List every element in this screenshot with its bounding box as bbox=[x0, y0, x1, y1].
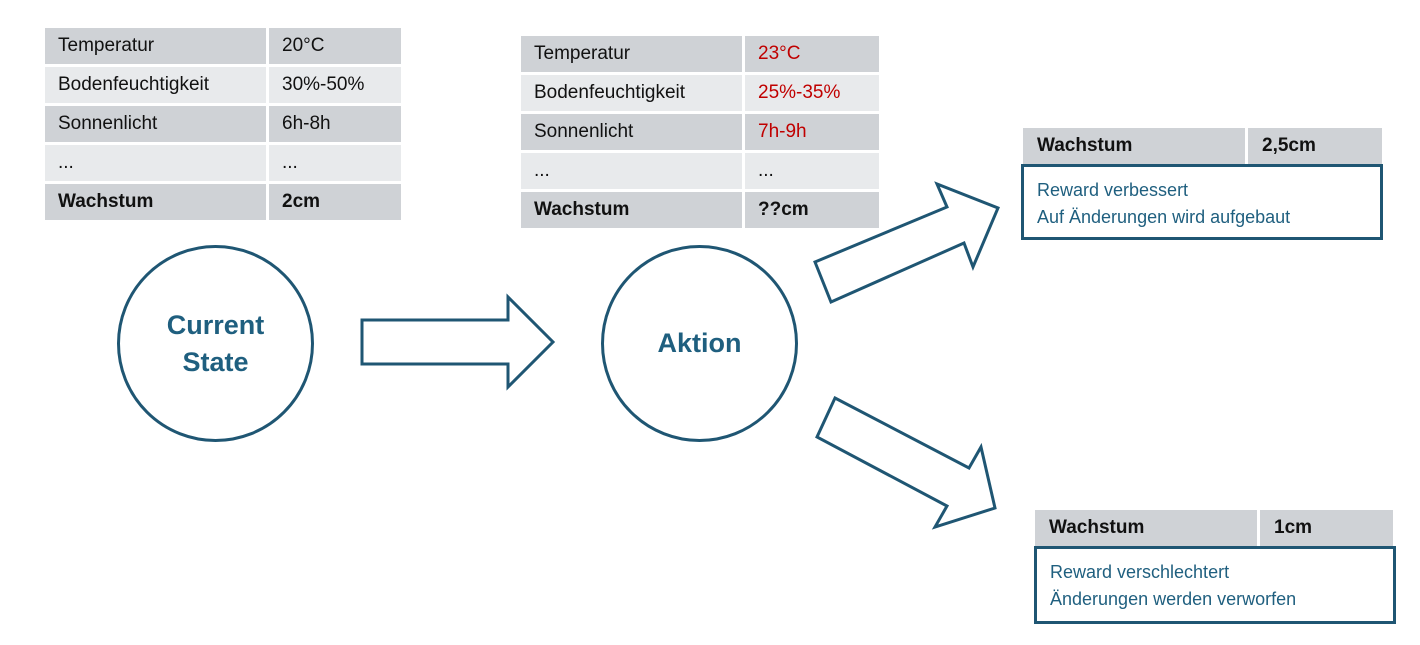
action-node: Aktion bbox=[601, 245, 798, 442]
table-row: ... ... bbox=[521, 153, 879, 189]
arrow-to-action bbox=[360, 293, 556, 391]
current-state-line1: Current bbox=[166, 309, 265, 340]
better-growth-value: 2,5cm bbox=[1248, 128, 1382, 164]
total-label: Wachstum bbox=[521, 192, 745, 228]
current-state-line2: State bbox=[182, 346, 249, 377]
row-value: 30%-50% bbox=[269, 67, 401, 103]
worse-growth-label: Wachstum bbox=[1035, 510, 1260, 546]
table-row: ... ... bbox=[45, 145, 401, 181]
better-outcome-header: Wachstum 2,5cm bbox=[1023, 128, 1382, 164]
row-label: Temperatur bbox=[521, 36, 745, 72]
action-label: Aktion bbox=[657, 328, 742, 358]
current-state-node: Current State bbox=[117, 245, 314, 442]
current-state-table: Temperatur 20°C Bodenfeuchtigkeit 30%-50… bbox=[45, 25, 401, 223]
better-outcome-box: Reward verbessert Auf Änderungen wird au… bbox=[1021, 164, 1383, 240]
row-label: Temperatur bbox=[45, 28, 269, 64]
row-value: 6h-8h bbox=[269, 106, 401, 142]
row-label: Sonnenlicht bbox=[45, 106, 269, 142]
row-label: ... bbox=[45, 145, 269, 181]
total-label: Wachstum bbox=[45, 184, 269, 220]
row-label: ... bbox=[521, 153, 745, 189]
table-row: Temperatur 20°C bbox=[45, 28, 401, 64]
worse-line-1: Reward verschlechtert bbox=[1050, 562, 1230, 582]
row-value-changed: 7h-9h bbox=[745, 114, 879, 150]
table-row: Temperatur 23°C bbox=[521, 36, 879, 72]
total-value: ??cm bbox=[745, 192, 879, 228]
table-row: Bodenfeuchtigkeit 25%-35% bbox=[521, 75, 879, 111]
row-label: Bodenfeuchtigkeit bbox=[45, 67, 269, 103]
total-value: 2cm bbox=[269, 184, 401, 220]
row-label: Sonnenlicht bbox=[521, 114, 745, 150]
better-line-1: Reward verbessert bbox=[1037, 180, 1189, 200]
row-label: Bodenfeuchtigkeit bbox=[521, 75, 745, 111]
arrow-to-better bbox=[813, 181, 1000, 305]
action-table: Temperatur 23°C Bodenfeuchtigkeit 25%-35… bbox=[521, 33, 879, 231]
better-line-2: Auf Änderungen wird aufgebaut bbox=[1037, 207, 1291, 227]
worse-outcome-header: Wachstum 1cm bbox=[1035, 510, 1393, 546]
row-value: ... bbox=[745, 153, 879, 189]
better-growth-label: Wachstum bbox=[1023, 128, 1248, 164]
table-row: Sonnenlicht 7h-9h bbox=[521, 114, 879, 150]
arrow-to-worse bbox=[815, 395, 997, 530]
worse-line-2: Änderungen werden verworfen bbox=[1050, 589, 1297, 609]
row-value: ... bbox=[269, 145, 401, 181]
table-row: Sonnenlicht 6h-8h bbox=[45, 106, 401, 142]
worse-outcome-box: Reward verschlechtert Änderungen werden … bbox=[1034, 546, 1396, 624]
table-row: Bodenfeuchtigkeit 30%-50% bbox=[45, 67, 401, 103]
row-value-changed: 23°C bbox=[745, 36, 879, 72]
row-value-changed: 25%-35% bbox=[745, 75, 879, 111]
table-total-row: Wachstum 2cm bbox=[45, 184, 401, 220]
worse-growth-value: 1cm bbox=[1260, 510, 1393, 546]
table-total-row: Wachstum ??cm bbox=[521, 192, 879, 228]
row-value: 20°C bbox=[269, 28, 401, 64]
